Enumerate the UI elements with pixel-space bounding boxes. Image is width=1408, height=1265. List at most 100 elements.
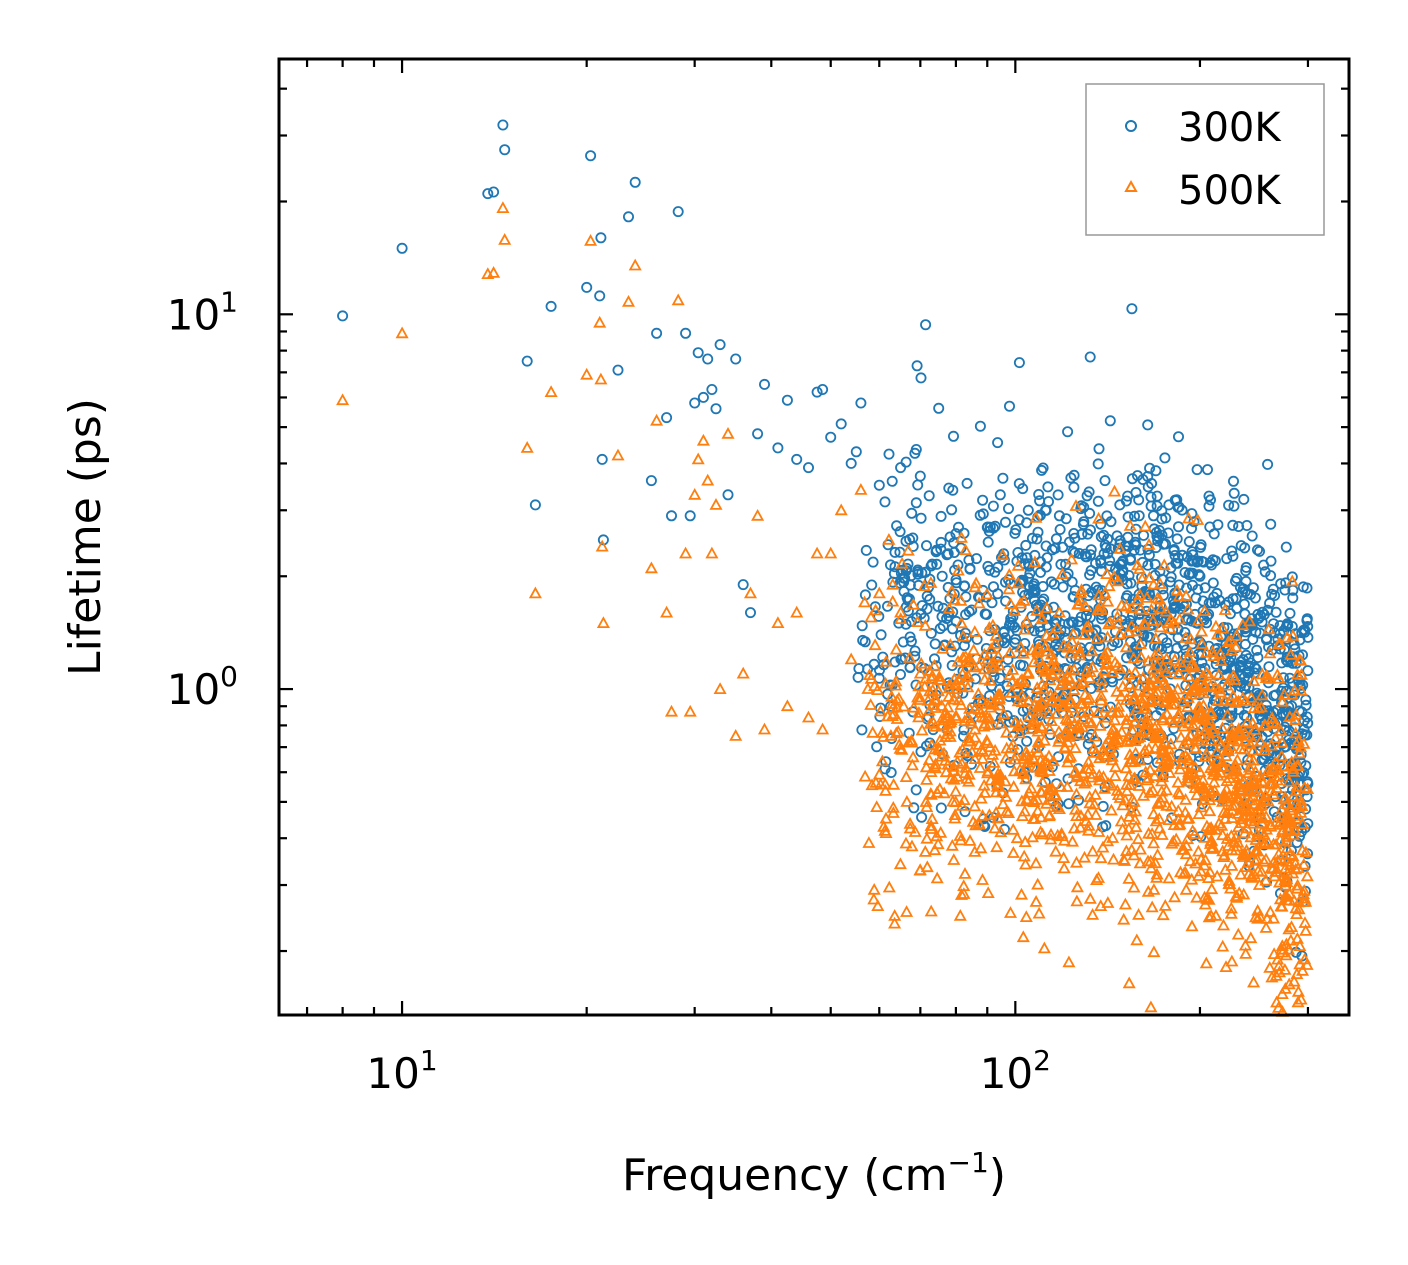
data-point-500k-cloud bbox=[1069, 855, 1084, 868]
data-point-500k-cloud bbox=[1071, 597, 1085, 610]
data-point-300k-cloud bbox=[1142, 419, 1154, 431]
data-point-300k bbox=[672, 206, 684, 218]
data-point-500k-cloud bbox=[1270, 995, 1284, 1008]
data-point-500k-cloud bbox=[1081, 693, 1095, 705]
data-point-500k-cloud bbox=[1159, 604, 1173, 617]
data-point-300k-cloud bbox=[966, 604, 978, 616]
data-point-500k-cloud bbox=[1282, 977, 1296, 990]
data-point-500k-cloud bbox=[1288, 713, 1302, 726]
data-point-500k-cloud bbox=[1068, 741, 1082, 753]
data-point-500k bbox=[696, 433, 710, 446]
data-point-500k-cloud bbox=[1294, 805, 1308, 818]
data-point-500k-cloud bbox=[1073, 648, 1087, 661]
data-point-300k-cloud bbox=[1142, 559, 1154, 571]
data-point-300k bbox=[666, 510, 678, 522]
data-point-500k-cloud bbox=[1265, 776, 1279, 789]
data-point-500k-cloud bbox=[887, 777, 901, 790]
data-point-500k-cloud bbox=[977, 662, 991, 675]
data-point-500k-cloud bbox=[1248, 775, 1262, 788]
data-point-500k-cloud bbox=[1168, 687, 1182, 700]
data-point-300k-cloud bbox=[998, 626, 1010, 638]
data-point-300k-cloud bbox=[1046, 576, 1058, 588]
data-point-300k-cloud bbox=[1258, 559, 1270, 571]
data-point-500k-cloud bbox=[1099, 651, 1113, 664]
data-point-500k-cloud bbox=[954, 888, 969, 900]
data-point-500k-cloud bbox=[1245, 774, 1259, 787]
data-point-300k-cloud bbox=[1083, 486, 1095, 498]
data-point-500k bbox=[1038, 639, 1053, 652]
data-point-500k bbox=[580, 367, 594, 380]
data-point-500k-cloud bbox=[1148, 856, 1163, 869]
data-point-500k-cloud bbox=[1191, 844, 1205, 857]
data-point-500k-cloud bbox=[1078, 599, 1093, 612]
data-point-500k-cloud bbox=[1286, 628, 1300, 641]
data-point-500k-cloud bbox=[1148, 741, 1162, 754]
data-point-500k-cloud bbox=[1116, 798, 1130, 811]
data-point-500k-cloud bbox=[1163, 766, 1177, 778]
data-point-500k-cloud bbox=[963, 834, 977, 846]
data-point-500k-cloud bbox=[968, 580, 982, 593]
data-point-300k-cloud bbox=[1173, 501, 1185, 513]
y-axis-label: Lifetime (ps) bbox=[60, 398, 111, 676]
data-point-500k-cloud bbox=[1194, 800, 1208, 813]
data-point-500k-cloud bbox=[1150, 870, 1164, 883]
data-point-300k bbox=[497, 119, 509, 131]
data-point-500k-cloud bbox=[1299, 845, 1313, 858]
data-point-500k-cloud bbox=[1179, 589, 1193, 601]
data-point-300k-cloud bbox=[1228, 487, 1240, 499]
data-point-300k-cloud bbox=[1031, 533, 1043, 545]
data-point-500k-cloud bbox=[1294, 683, 1308, 696]
data-point-500k-cloud bbox=[1130, 700, 1144, 713]
data-point-300k-cloud bbox=[1013, 478, 1025, 490]
data-point-500k-cloud bbox=[1102, 617, 1116, 630]
data-point-500k-cloud bbox=[1096, 840, 1110, 853]
data-point-500k-cloud bbox=[939, 765, 953, 778]
data-point-500k-cloud bbox=[1182, 511, 1196, 524]
data-point-500k-cloud bbox=[872, 767, 886, 780]
data-point-500k bbox=[771, 616, 785, 628]
data-point-300k-cloud bbox=[1085, 549, 1097, 561]
data-point-500k-cloud bbox=[1108, 713, 1122, 726]
data-point-500k-cloud bbox=[1275, 939, 1289, 951]
data-point-300k-cloud bbox=[1228, 475, 1240, 487]
data-point-500k bbox=[980, 652, 994, 665]
data-point-300k-cloud bbox=[1145, 500, 1157, 512]
data-point-300k-cloud bbox=[911, 360, 923, 372]
data-point-500k-cloud bbox=[947, 692, 961, 705]
data-point-500k-cloud bbox=[858, 769, 872, 782]
data-point-500k-cloud bbox=[943, 730, 957, 742]
data-point-500k-cloud bbox=[1089, 808, 1103, 820]
data-point-300k-cloud bbox=[1004, 400, 1016, 412]
data-point-500k-cloud bbox=[972, 816, 986, 829]
data-point-500k-cloud bbox=[1133, 856, 1147, 869]
data-point-500k-cloud bbox=[927, 658, 941, 671]
data-point-500k-cloud bbox=[991, 811, 1005, 824]
data-point-500k bbox=[1021, 666, 1035, 679]
data-point-500k-cloud bbox=[1150, 685, 1165, 698]
data-point-500k bbox=[1265, 970, 1279, 983]
data-point-500k-cloud bbox=[924, 787, 938, 800]
data-point-500k-cloud bbox=[1243, 614, 1257, 627]
data-point-300k-cloud bbox=[910, 443, 922, 455]
data-point-300k-cloud bbox=[1267, 583, 1279, 595]
data-point-500k-cloud bbox=[1191, 613, 1205, 626]
data-point-300k-cloud bbox=[1239, 586, 1251, 598]
data-point-500k-cloud bbox=[980, 733, 994, 746]
data-point-300k-cloud bbox=[885, 559, 897, 571]
data-point-500k-cloud bbox=[1013, 596, 1027, 609]
data-point-500k bbox=[709, 498, 723, 510]
data-point-300k-cloud bbox=[1106, 672, 1118, 684]
data-point-500k-cloud bbox=[1050, 800, 1064, 812]
data-point-500k-cloud bbox=[1030, 760, 1044, 773]
legend-label-300k: 300K bbox=[1178, 105, 1282, 151]
data-point-500k-cloud bbox=[1014, 887, 1029, 900]
data-point-500k-cloud bbox=[1062, 751, 1076, 763]
data-point-300k-cloud bbox=[930, 546, 942, 558]
data-point-500k-cloud bbox=[958, 766, 972, 778]
data-point-500k-cloud bbox=[879, 811, 893, 824]
data-point-500k-cloud bbox=[1010, 831, 1024, 844]
data-point-500k-cloud bbox=[1065, 834, 1080, 847]
data-point-300k-cloud bbox=[933, 402, 945, 414]
data-point-500k-cloud bbox=[1124, 804, 1138, 817]
data-point-300k-cloud bbox=[1137, 473, 1149, 485]
